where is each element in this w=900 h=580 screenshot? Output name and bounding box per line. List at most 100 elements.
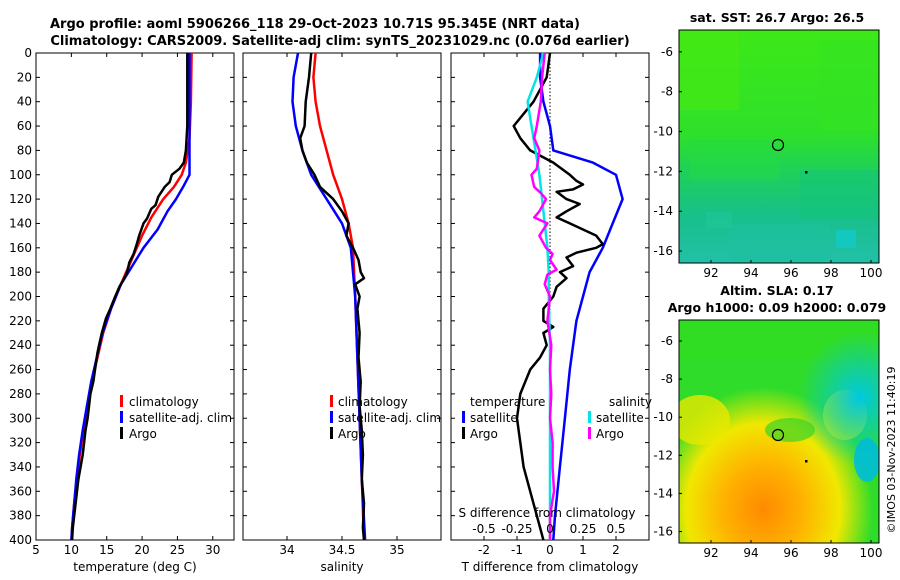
sst-map-panel: sat. SST: 26.7 Argo: 26.5 92 94 96 98 100 -6 -… (653, 10, 882, 280)
map-y-tick-label: -16 (653, 525, 673, 539)
sla-map-panel: Altim. SLA: 0.17 Argo h1000: 0.09 h2000:… (653, 283, 886, 560)
map-y-tick-label: -8 (661, 85, 673, 99)
s-tick: 0 (546, 522, 554, 536)
sst-map-frame (678, 29, 880, 264)
legend-climatology: climatology (129, 395, 199, 409)
map-x-tick-label: 92 (703, 266, 718, 280)
sla-map-title-2: Argo h1000: 0.09 h2000: 0.079 (668, 300, 887, 315)
y-tick-label: 20 (17, 70, 32, 84)
series-line-s-satellite (526, 52, 552, 540)
x-tick-label: 2 (612, 543, 620, 557)
salinity-legend: climatology satellite-adj. clim Argo (330, 395, 441, 441)
y-tick-label: 140 (9, 216, 32, 230)
s-tick: 0.25 (570, 522, 597, 536)
x-tick-label: 34.5 (329, 543, 356, 557)
x-tick-label: 25 (170, 543, 185, 557)
legend-swatch-t-argo (462, 427, 465, 439)
legend-s-satellite: satellite (596, 411, 644, 425)
x-tick-label: 5 (32, 543, 40, 557)
y-tick-label: 380 (9, 509, 32, 523)
map-y-tick-label: -8 (661, 372, 673, 386)
map-y-tick-label: -10 (653, 125, 673, 139)
temperature-panel: 0 20 40 60 80 100 120 140 160 180 200 220 240 260 280 3… (9, 46, 235, 574)
x-tick-label: 20 (134, 543, 149, 557)
difference-panel: -2 -1 0 1 2 T difference from climatology S … (450, 52, 652, 574)
map-x-tick-label: 100 (860, 546, 883, 560)
argo-location-marker (771, 138, 785, 152)
legend-swatch-s-argo (588, 427, 591, 439)
y-tick-label: 180 (9, 265, 32, 279)
legend-swatch-argo (120, 427, 123, 439)
series-line-t-satellite (538, 53, 624, 541)
map-y-tick-label: -14 (653, 204, 673, 218)
map-y-tick-label: -6 (661, 334, 673, 348)
legend-swatch-climatology (120, 395, 123, 407)
legend-swatch-argo (330, 427, 333, 439)
legend-satellite-adj: satellite-adj. clim (129, 411, 232, 425)
y-tick-label: 260 (9, 363, 32, 377)
x-tick-label: 34 (279, 543, 294, 557)
sla-heatmap (679, 320, 879, 543)
x-tick-label: 0 (546, 543, 554, 557)
x-tick-label: 10 (64, 543, 79, 557)
legend-argo: Argo (338, 427, 366, 441)
s-tick: 0.5 (606, 522, 625, 536)
header-line-1: Argo profile: aoml 5906266_118 29-Oct-20… (50, 17, 580, 32)
x-tick-label: 30 (205, 543, 220, 557)
y-tick-label: 300 (9, 411, 32, 425)
map-y-tick-label: -6 (661, 45, 673, 59)
series-line-satellite-adj-clim (70, 53, 191, 541)
salinity-diff-ticks: -0.5 -0.25 0 0.25 0.5 (472, 522, 625, 536)
legend-swatch-satellite-adj (120, 411, 123, 423)
y-tick-label: 160 (9, 241, 32, 255)
map-y-tick-label: -14 (653, 486, 673, 500)
map-x-tick-label: 98 (823, 546, 838, 560)
legend-swatch-satellite-adj (330, 411, 333, 423)
map-x-tick-label: 92 (703, 546, 718, 560)
x-tick-label: -2 (478, 543, 490, 557)
legend-climatology: climatology (338, 395, 408, 409)
legend-swatch-s-satellite (588, 411, 591, 423)
map-x-tick-label: 96 (783, 266, 798, 280)
map-y-tick-label: -16 (653, 244, 673, 258)
legend-swatch-climatology (330, 395, 333, 407)
map-x-tick-label: 94 (743, 546, 758, 560)
y-tick-label: 40 (17, 95, 32, 109)
legend-title-salinity: salinity (609, 395, 652, 409)
sla-map-frame (678, 319, 880, 544)
y-tick-label: 340 (9, 460, 32, 474)
map-x-tick-label: 98 (823, 266, 838, 280)
legend-satellite-adj: satellite-adj. clim (338, 411, 441, 425)
y-tick-label: 0 (24, 46, 32, 60)
salinity-xlabel: salinity (320, 560, 363, 574)
temperature-axes-frame (35, 52, 235, 541)
reference-dot (805, 171, 808, 174)
x-tick-label: 1 (579, 543, 587, 557)
legend-s-argo: Argo (596, 427, 624, 441)
header-line-2: Climatology: CARS2009. Satellite-adj cli… (50, 34, 629, 49)
sla-map-title-1: Altim. SLA: 0.17 (720, 283, 833, 298)
x-tick-label: -1 (511, 543, 523, 557)
difference-toplabel: S difference from climatology (459, 506, 636, 520)
series-line-argo (298, 52, 366, 541)
series-line-s-argo (530, 52, 558, 540)
difference-xlabel: T difference from climatology (461, 560, 639, 574)
legend-t-satellite: satellite (470, 411, 518, 425)
temperature-legend: climatology satellite-adj. clim Argo (120, 395, 232, 441)
sst-map-title: sat. SST: 26.7 Argo: 26.5 (690, 10, 864, 25)
series-line-t-argo (512, 52, 605, 541)
map-y-tick-label: -10 (653, 410, 673, 424)
reference-dot (805, 460, 808, 463)
map-y-tick-label: -12 (653, 448, 673, 462)
x-tick-label: 15 (99, 543, 114, 557)
y-tick-label: 360 (9, 484, 32, 498)
salinity-axes-frame (242, 52, 442, 541)
series-line-argo (70, 53, 189, 541)
y-tick-label: 220 (9, 314, 32, 328)
y-tick-label: 280 (9, 387, 32, 401)
legend-argo: Argo (129, 427, 157, 441)
map-x-tick-label: 94 (743, 266, 758, 280)
difference-legend: temperature satellite Argo salinity sate… (462, 395, 652, 441)
y-tick-label: 320 (9, 436, 32, 450)
y-tick-label: 200 (9, 290, 32, 304)
